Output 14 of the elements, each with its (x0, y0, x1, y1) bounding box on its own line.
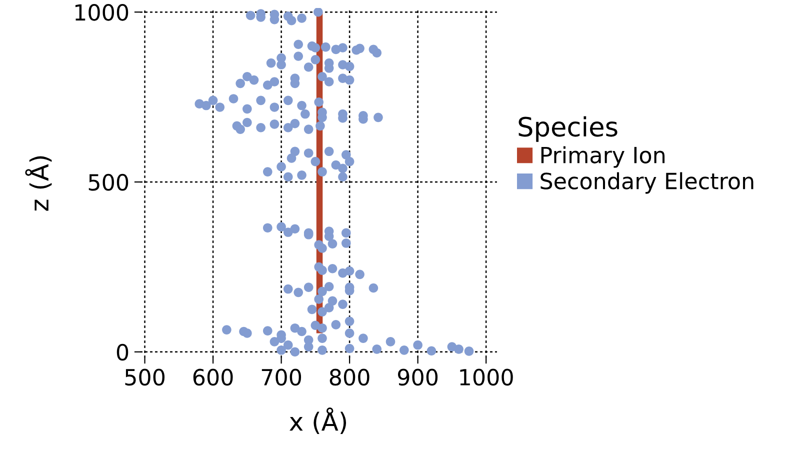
x-tick-label: 600 (193, 368, 233, 386)
y-axis-title: z (Å) (25, 156, 52, 211)
y-tick-label: 0 (116, 344, 128, 361)
legend-label: Secondary Electron (540, 172, 754, 194)
x-axis-title: x (Å) (290, 407, 346, 434)
x-tick-label: 500 (125, 368, 165, 386)
y-tick-label: 500 (88, 174, 128, 191)
x-tick-label: 1000 (460, 368, 513, 386)
y-tick-label: 1000 (75, 4, 128, 21)
legend-title: Species (518, 116, 618, 142)
x-tick-label: 700 (262, 368, 302, 386)
x-tick-label: 800 (330, 368, 370, 386)
legend-label: Primary Ion (541, 146, 665, 168)
x-tick-label: 900 (398, 368, 438, 386)
